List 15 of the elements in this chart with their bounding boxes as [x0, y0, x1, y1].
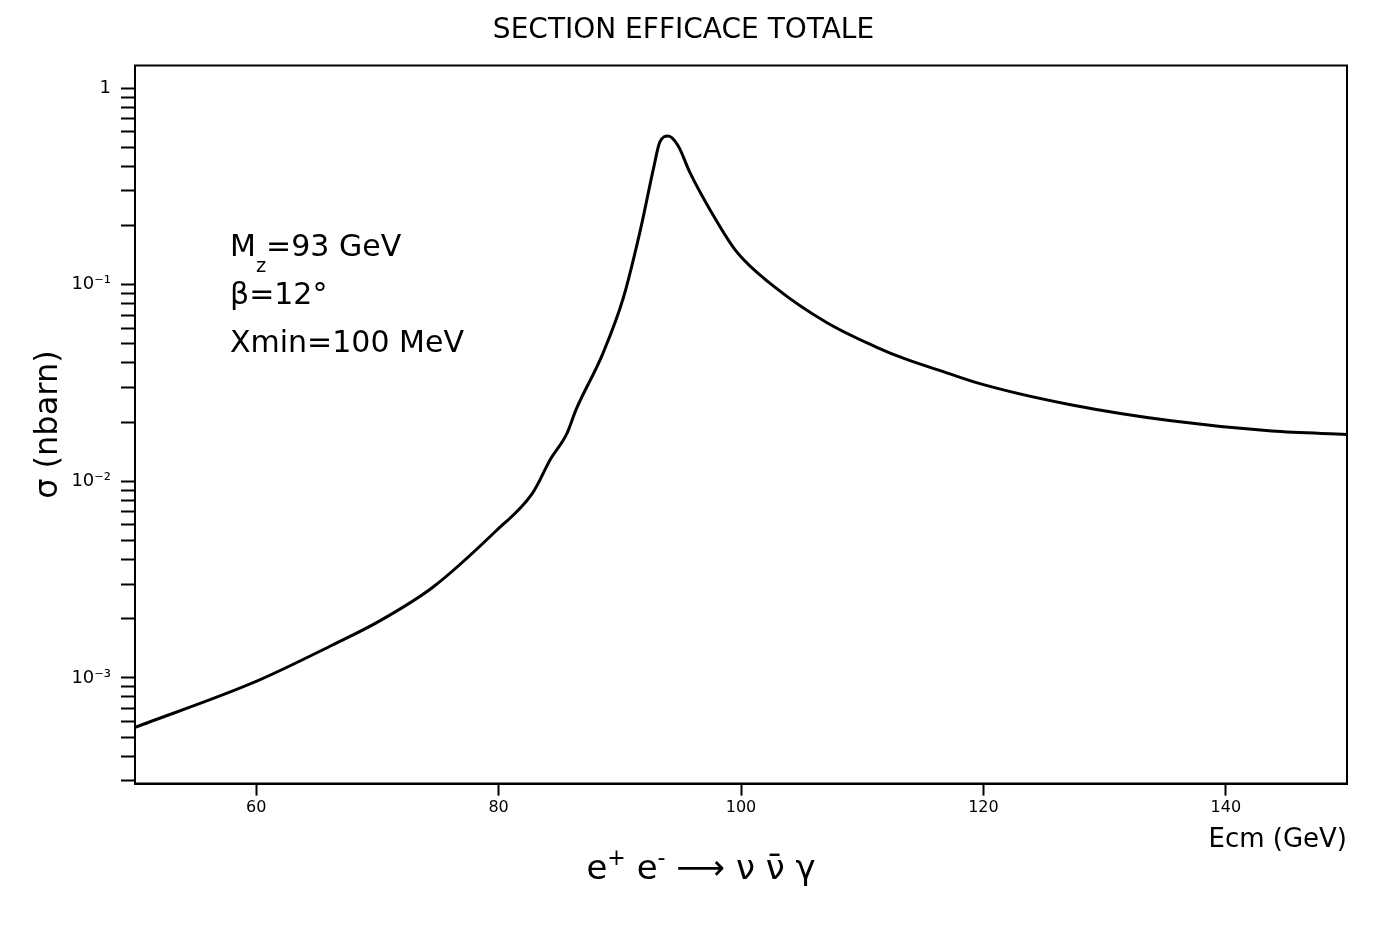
- x-tick-label: 60: [246, 797, 267, 817]
- y-tick-label: 1: [99, 75, 111, 97]
- annotation: β=12°: [230, 275, 328, 311]
- y-axis-title: σ (nbarn): [27, 350, 65, 499]
- x-tick-label: 140: [1210, 797, 1242, 817]
- y-tick-label: 10⁻²: [71, 468, 111, 490]
- x-tick-label: 80: [488, 797, 509, 817]
- x-tick-label: 120: [968, 797, 999, 817]
- text: e+ e- ⟶ ν ν̄ γ: [586, 844, 816, 887]
- y-tick-label: 10⁻³: [71, 665, 111, 687]
- x-axis-title: Ecm (GeV): [1208, 823, 1347, 854]
- x-tick-label: 100: [725, 797, 757, 817]
- chart-title: SECTION EFFICACE TOTALE: [492, 12, 875, 46]
- y-tick-label: 10⁻¹: [71, 272, 111, 294]
- annotation: Xmin=100 MeV: [230, 323, 465, 359]
